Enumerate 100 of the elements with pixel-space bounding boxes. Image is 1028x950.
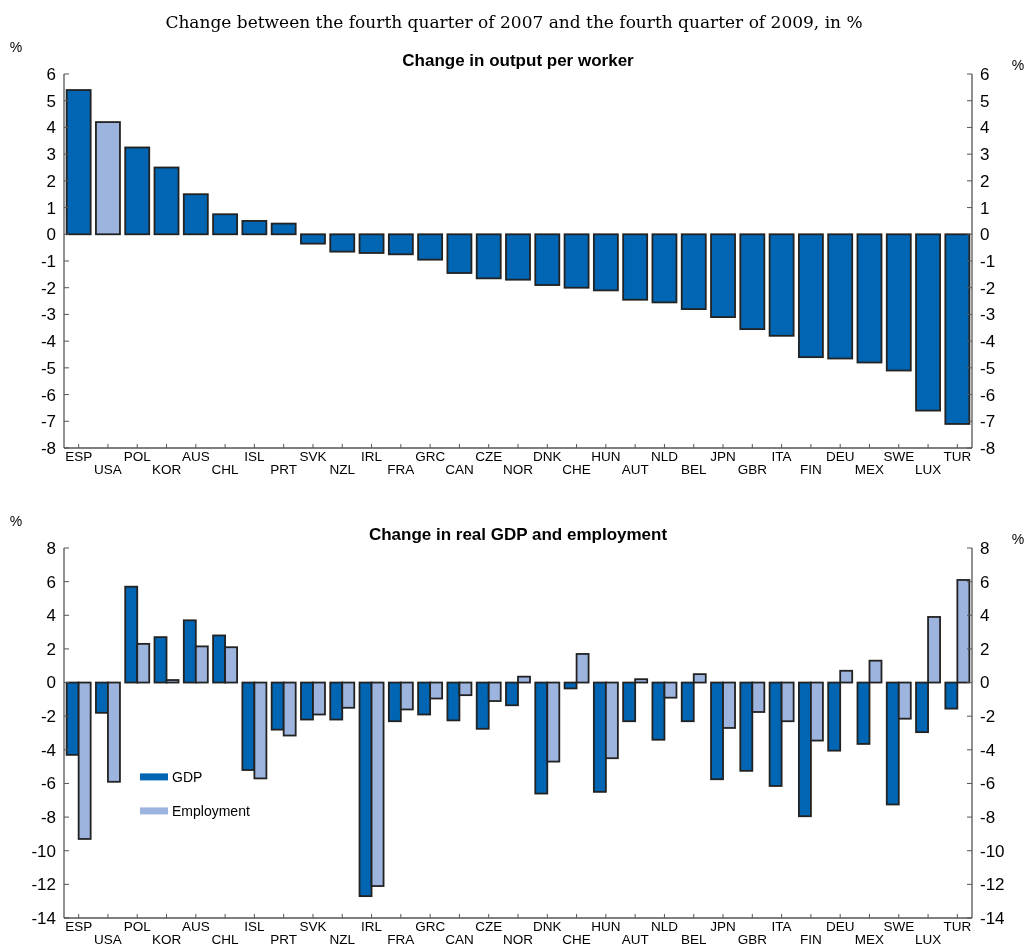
y-tick-label: -1: [40, 251, 56, 271]
y-tick-label: 2: [46, 639, 56, 659]
y2-tick-label: -4: [980, 740, 996, 760]
bar: [95, 121, 121, 236]
x-tick-label: MEX: [854, 462, 885, 477]
y2-tick-label: -4: [980, 332, 996, 352]
bar: [475, 233, 502, 280]
x-tick-label: TUR: [943, 919, 972, 934]
bar: [241, 220, 268, 236]
bar: [182, 193, 209, 236]
x-tick-label: DEU: [825, 449, 855, 464]
y-tick-label: -2: [40, 278, 56, 298]
y-tick-label: -8: [40, 438, 56, 458]
y-tick-label: -7: [40, 412, 56, 432]
y2-tick-label: -8: [980, 808, 996, 828]
x-tick-label: GRC: [415, 449, 446, 464]
x-tick-label: CHE: [562, 932, 591, 947]
x-tick-label: CZE: [475, 919, 503, 934]
x-tick-label: DNK: [533, 919, 562, 934]
y2-tick-label: -6: [980, 385, 996, 405]
x-tick-label: HUN: [591, 449, 621, 464]
x-tick-label: FRA: [387, 932, 415, 947]
y2-tick-label: 0: [980, 225, 990, 245]
bar: [885, 233, 912, 372]
x-tick-label: JPN: [710, 919, 736, 934]
bar: [300, 233, 326, 245]
bar: [710, 233, 736, 318]
y2-tick-label: -8: [980, 438, 996, 458]
y2-tick-label: 4: [980, 118, 990, 138]
y-tick-label: -14: [31, 908, 56, 928]
chart-title: Change in real GDP and employment: [368, 525, 668, 544]
y2-tick-label: -7: [980, 412, 996, 432]
bar: [622, 233, 649, 301]
y-tick-label: 2: [46, 171, 56, 191]
chart-title: Change in output per worker: [402, 51, 635, 70]
x-tick-label: ISL: [244, 449, 266, 464]
y2-tick-label: 6: [980, 64, 990, 84]
legend-label: Employment: [172, 803, 250, 820]
x-tick-label: MEX: [854, 932, 885, 947]
x-tick-label: JPN: [710, 449, 736, 464]
y2-tick-label: 4: [980, 606, 990, 626]
y-tick-label: 4: [46, 118, 56, 138]
y2-axis-title: %: [1011, 57, 1025, 73]
bar: [534, 233, 561, 286]
legend-label: GDP: [172, 769, 203, 786]
x-tick-label: NOR: [503, 932, 534, 947]
y-tick-label: -5: [40, 358, 56, 378]
bar: [856, 233, 883, 364]
y-tick-label: -10: [31, 841, 56, 861]
x-tick-label: CAN: [445, 462, 474, 477]
y-tick-label: -6: [40, 385, 56, 405]
x-tick-label: GBR: [737, 462, 768, 477]
bar: [592, 233, 619, 292]
x-tick-label: ITA: [771, 449, 792, 464]
y-tick-label: -4: [40, 740, 56, 760]
y-tick-label: 8: [46, 538, 56, 558]
bar: [329, 233, 356, 253]
bar: [797, 233, 824, 359]
bar: [387, 233, 414, 256]
bar: [212, 213, 239, 236]
x-tick-label: CHL: [211, 462, 240, 477]
y-tick-label: -6: [40, 774, 56, 794]
y-tick-label: -8: [40, 808, 56, 828]
y2-tick-label: -14: [980, 908, 1005, 928]
x-tick-label: NLD: [650, 919, 679, 934]
x-tick-label: BEL: [680, 932, 707, 947]
y2-tick-label: -3: [980, 305, 996, 325]
x-tick-label: IRL: [361, 919, 383, 934]
y-tick-label: 6: [46, 572, 56, 592]
y-tick-label: 4: [46, 606, 56, 626]
bar: [153, 166, 180, 236]
x-tick-label: FRA: [387, 462, 415, 477]
y2-tick-label: 2: [980, 639, 990, 659]
bar: [739, 233, 766, 331]
x-tick-label: GRC: [415, 919, 446, 934]
bar: [944, 233, 971, 425]
x-tick-label: NOR: [503, 462, 534, 477]
y-tick-label: -3: [40, 305, 56, 325]
x-tick-label: BEL: [680, 462, 707, 477]
x-tick-label: SVK: [299, 449, 327, 464]
bar: [446, 233, 473, 274]
y2-tick-label: -2: [980, 278, 996, 298]
x-tick-label: POL: [123, 919, 152, 934]
bar: [65, 89, 92, 236]
x-tick-label: LUX: [914, 932, 942, 947]
y2-tick-label: 6: [980, 572, 990, 592]
y-tick-label: 3: [46, 145, 56, 165]
x-tick-label: ITA: [771, 919, 792, 934]
x-tick-label: PRT: [270, 932, 298, 947]
x-tick-label: AUT: [621, 462, 649, 477]
x-tick-label: CZE: [475, 449, 503, 464]
x-tick-label: KOR: [151, 462, 182, 477]
x-tick-label: AUS: [181, 919, 210, 934]
x-tick-label: GBR: [737, 932, 768, 947]
y-tick-label: -2: [40, 707, 56, 727]
x-tick-label: PRT: [270, 462, 298, 477]
bar: [358, 233, 385, 254]
bar: [563, 233, 590, 289]
x-tick-label: TUR: [943, 449, 972, 464]
y2-tick-label: -1: [980, 251, 996, 271]
